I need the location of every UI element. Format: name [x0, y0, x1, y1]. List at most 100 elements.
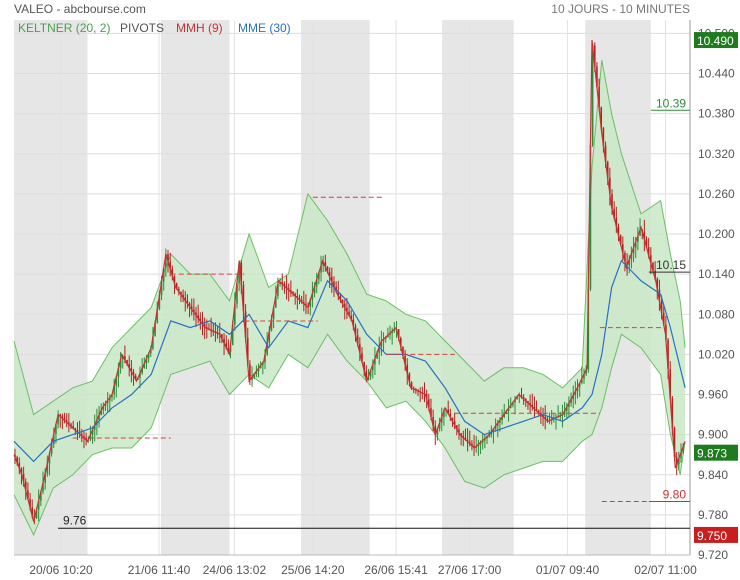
candle-body [177, 288, 180, 292]
candle-body [171, 268, 174, 277]
candle-body [438, 422, 441, 429]
candle-body [186, 300, 189, 304]
candle-body [48, 453, 51, 464]
candle-body [650, 255, 652, 263]
candle-body [55, 424, 57, 435]
candle-body [149, 348, 152, 354]
candle-body [287, 288, 290, 291]
candle-body [300, 299, 303, 302]
candle-body [89, 434, 92, 440]
candle-body [542, 414, 544, 417]
candle-body [410, 382, 413, 389]
candle-body [272, 307, 275, 320]
candle-body [451, 417, 454, 422]
candle-body [468, 441, 471, 444]
candle-body [460, 433, 462, 436]
candle-body [572, 395, 575, 400]
candle-body [436, 428, 439, 435]
candle-body [447, 409, 450, 414]
candle-body [525, 399, 527, 402]
candle-body [106, 400, 109, 404]
candle-body [188, 303, 191, 307]
candle-body [270, 319, 273, 332]
candle-body [397, 329, 400, 339]
candle-body [570, 399, 572, 404]
candle-body [408, 373, 411, 383]
candle-body [173, 276, 176, 284]
candle-body [669, 369, 672, 399]
candle-body [96, 419, 98, 425]
candle-body [389, 333, 391, 336]
candle-body [290, 290, 292, 293]
candle-body [296, 295, 299, 298]
price-tag-label: 9.750 [697, 529, 727, 543]
candle-body [593, 45, 596, 67]
candle-body [643, 231, 646, 240]
candle-body [130, 367, 133, 372]
candle-body [311, 293, 314, 301]
candle-body [61, 416, 64, 419]
candle-body [654, 270, 656, 279]
candle-body [249, 364, 251, 381]
candle-body [505, 411, 508, 415]
candle-body [481, 440, 484, 443]
candle-body [46, 463, 49, 474]
candle-body [242, 284, 245, 312]
candle-body [639, 229, 641, 236]
candle-body [31, 507, 34, 517]
x-tick-label: 25/06 14:20 [281, 563, 345, 577]
price-tag-box [694, 526, 738, 543]
candle-body [675, 457, 678, 465]
y-tick-label: 10.260 [698, 187, 735, 201]
candle-body [589, 144, 592, 290]
candle-body [193, 309, 195, 313]
chart-title: VALEO - abcbourse.com [14, 2, 146, 16]
candle-body [292, 292, 294, 295]
candle-body [378, 346, 381, 353]
candle-body [165, 254, 167, 268]
candle-body [609, 177, 611, 195]
candle-body [93, 424, 96, 430]
candle-body [231, 324, 234, 346]
candle-body [132, 371, 135, 376]
candle-body [432, 416, 434, 426]
candle-body [363, 361, 365, 371]
candle-body [124, 356, 126, 361]
candle-body [458, 429, 460, 434]
candle-body [238, 262, 240, 284]
candle-body [516, 396, 518, 400]
candle-body [74, 428, 77, 431]
candle-body [535, 408, 538, 411]
candle-body [160, 281, 163, 296]
candle-body [72, 426, 74, 429]
axes: 10.50010.44010.38010.32010.26010.20010.1… [14, 20, 735, 577]
candle-body [156, 308, 159, 323]
candle-body [496, 422, 499, 426]
candle-body [546, 418, 549, 421]
candle-body [462, 435, 465, 438]
candle-body [632, 247, 635, 254]
candle-body [236, 283, 238, 304]
candle-body [581, 378, 583, 383]
candle-body [443, 411, 445, 417]
candle-body [182, 294, 184, 298]
candle-body [606, 161, 609, 178]
candle-body [85, 438, 87, 441]
candle-body [313, 286, 316, 294]
candle-body [264, 354, 266, 363]
keltner-upper-line [13, 60, 686, 416]
candle-body [175, 283, 178, 289]
candle-body [662, 312, 665, 325]
candle-body [143, 363, 146, 369]
candle-body [466, 439, 469, 442]
x-tick-label: 21/06 11:40 [128, 563, 191, 577]
candle-body [634, 241, 637, 248]
candle-body [78, 432, 81, 435]
candle-body [18, 462, 21, 469]
candle-body [184, 297, 187, 301]
candle-body [257, 368, 260, 372]
candle-body [50, 443, 53, 454]
candle-body [234, 303, 236, 325]
candle-body [492, 428, 495, 432]
candle-body [583, 374, 585, 379]
